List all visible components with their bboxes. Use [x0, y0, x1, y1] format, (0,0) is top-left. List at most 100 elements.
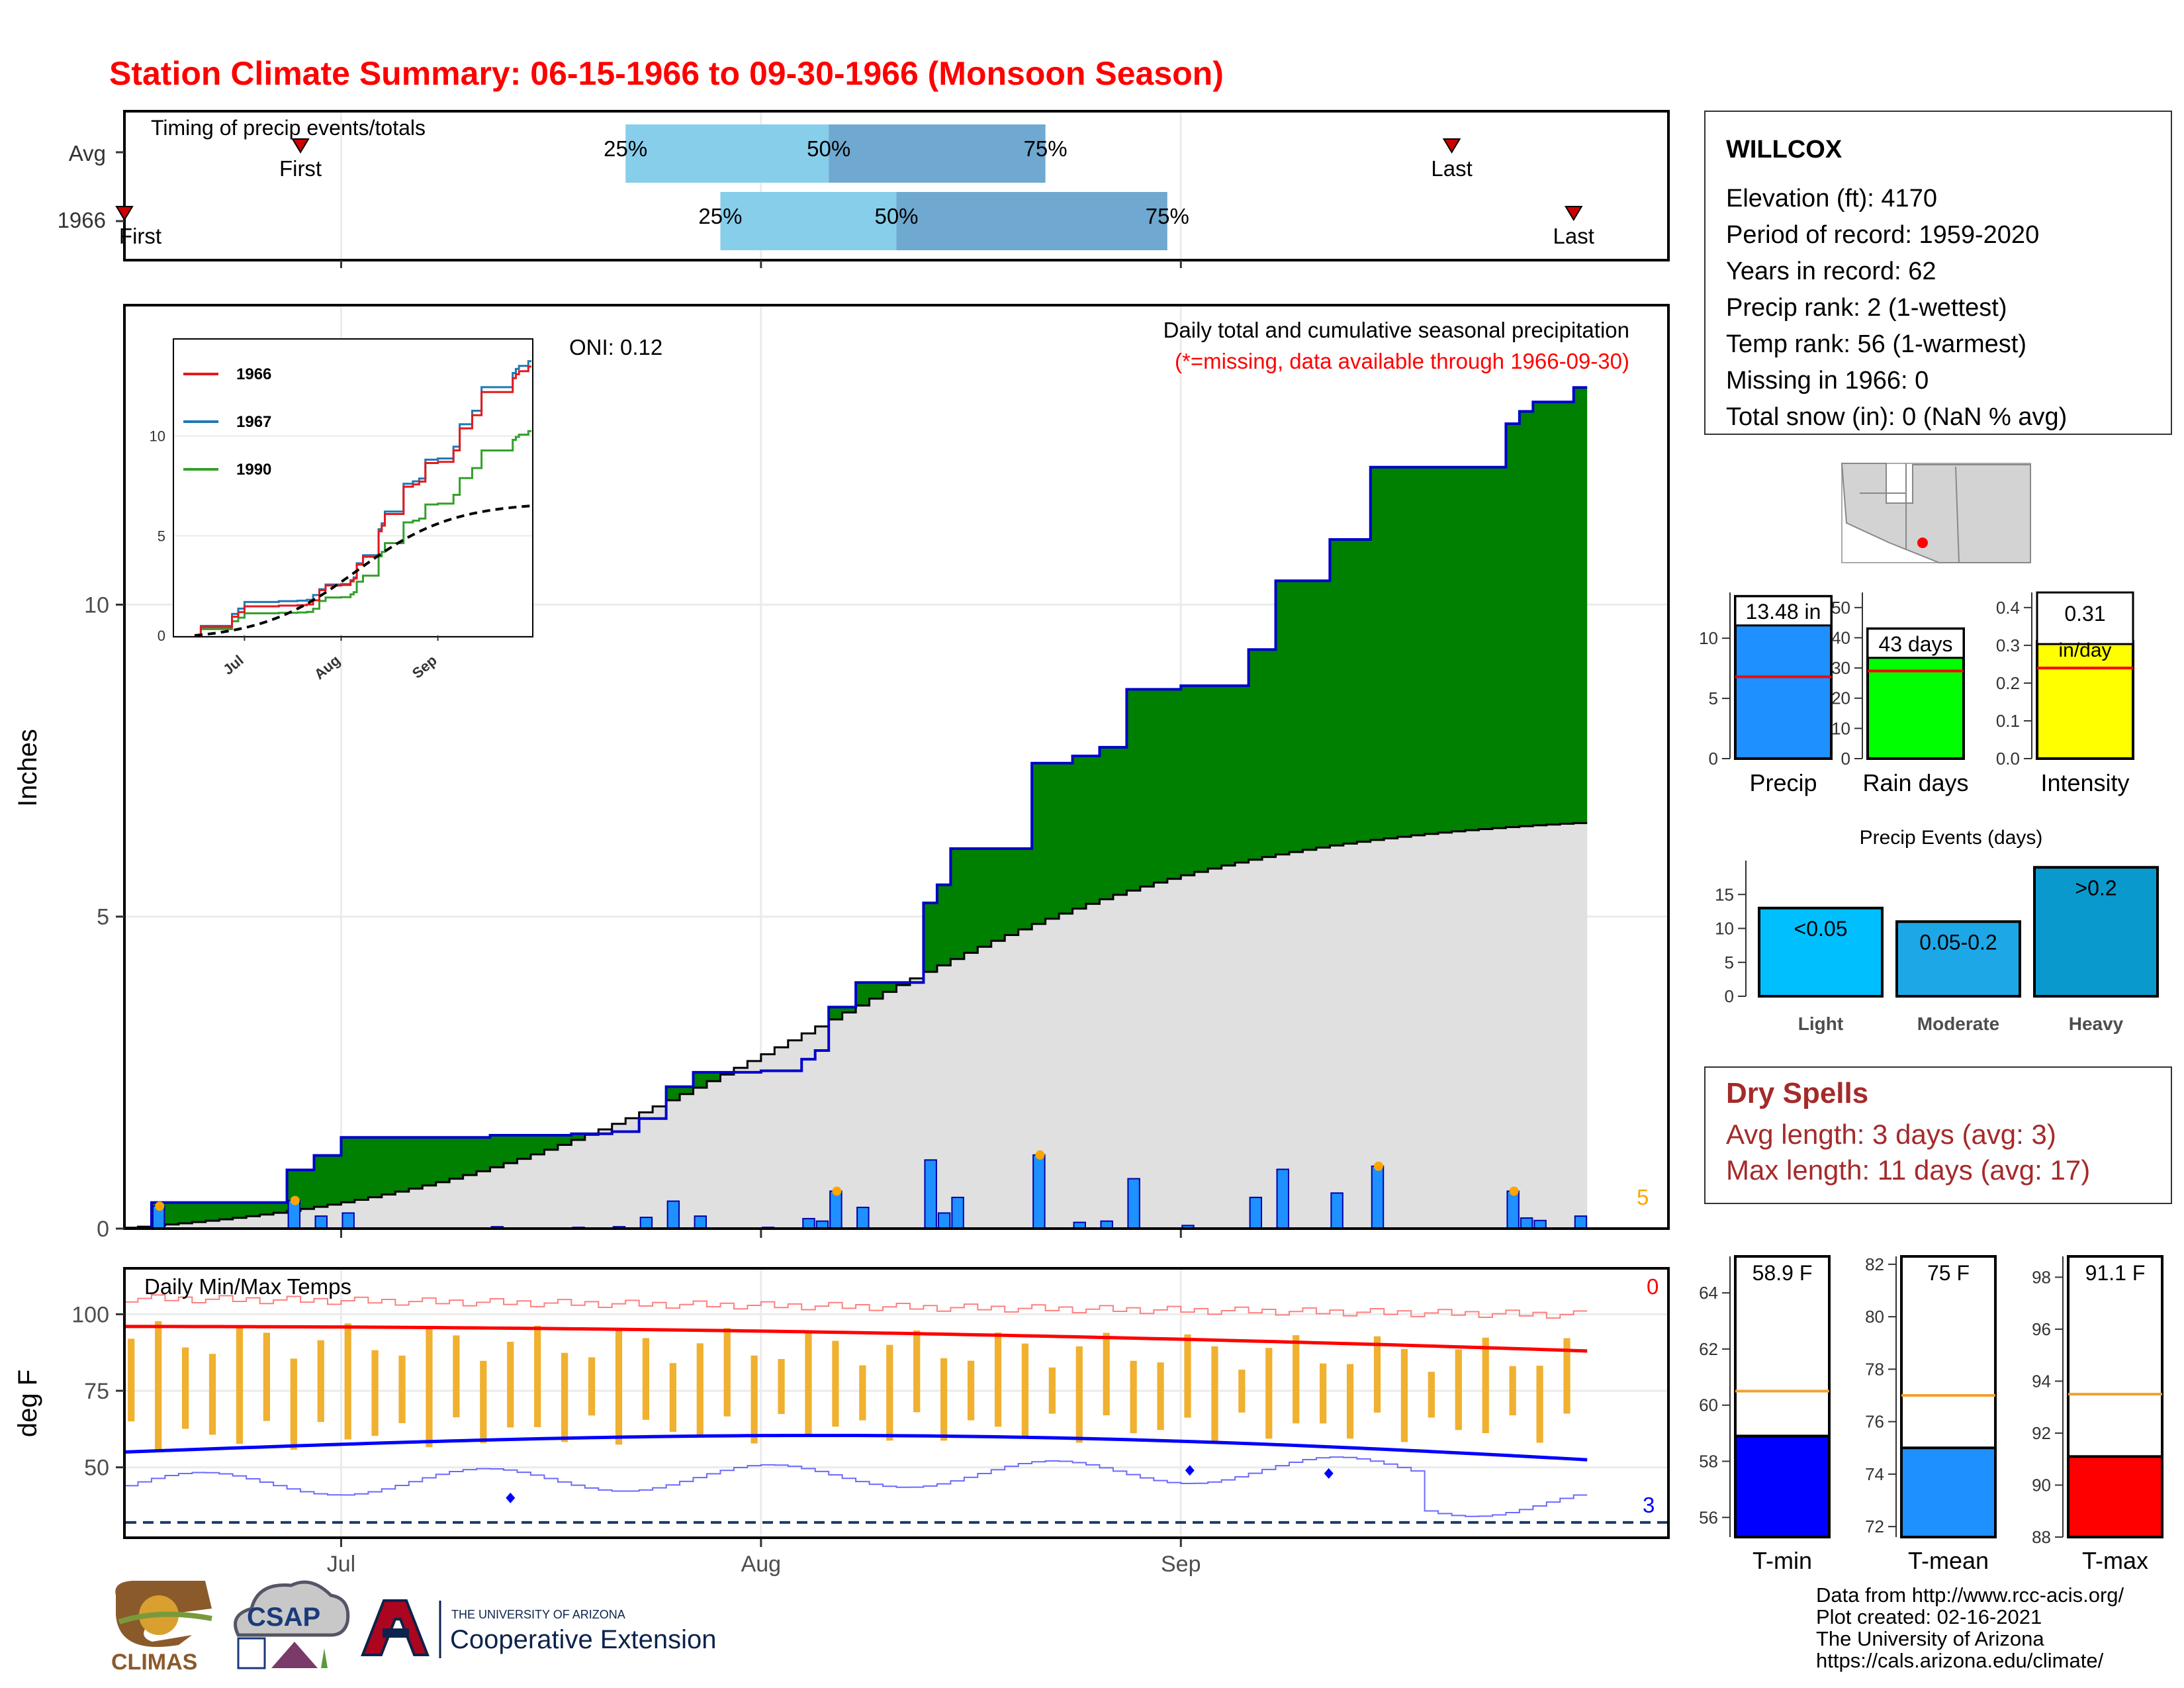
temp-bar-y-tick-label: 58 [1699, 1452, 1718, 1472]
small-bar-y-tick-label: 0.3 [1996, 635, 2020, 655]
temp-bar-value-label: 75 F [1927, 1261, 1970, 1285]
small-bar-y-tick-label: 10 [1699, 628, 1718, 648]
station-line: Temp rank: 56 (1-warmest) [1726, 330, 2026, 358]
oni-label: ONI: 0.12 [569, 335, 662, 359]
daily-precip-bar [639, 1217, 653, 1230]
timing-label-q50: 50% [874, 204, 918, 228]
timing-label-q75: 75% [1024, 136, 1068, 161]
temp-bar-y-tick-label: 56 [1699, 1507, 1718, 1527]
daily-temp-range-bar [561, 1352, 569, 1442]
daily-temp-range-bar [398, 1355, 406, 1423]
events-y-tick-label: 15 [1715, 884, 1734, 904]
daily-temp-range-bar [128, 1338, 135, 1422]
precip-events-chart: Precip Events (days) 0 5 10 15 <0.05 Light 0.0… [1715, 827, 2159, 1034]
temp-bar-y-tick-label: 72 [1865, 1517, 1884, 1536]
temp-bar-y-tick-label: 74 [1865, 1464, 1884, 1484]
daily-temp-range-bar [155, 1321, 162, 1450]
daily-temp-range-bar [1157, 1362, 1164, 1430]
extreme-precip-marker [1509, 1186, 1519, 1196]
daily-temp-range-bar [1563, 1338, 1570, 1414]
daily-precip-bar [1249, 1196, 1263, 1229]
temp-count-top: 0 [1647, 1274, 1659, 1299]
daily-precip-bar [802, 1217, 815, 1230]
dry-spells-title: Dry Spells [1726, 1077, 1868, 1109]
daily-precip-bar [1276, 1168, 1289, 1229]
event-bar-name: Heavy [2069, 1013, 2124, 1034]
daily-temp-range-bar [615, 1329, 623, 1445]
daily-precip-bar [1520, 1217, 1533, 1229]
daily-temp-range-bar [1265, 1348, 1273, 1439]
credits: Data from http://www.rcc-acis.org/ Plot … [1816, 1583, 2124, 1672]
event-bar-moderate [1895, 920, 2021, 998]
timing-label-first: First [119, 224, 161, 248]
timing-bar-q50-q75 [896, 192, 1167, 250]
credit-line: https://cals.arizona.edu/climate/ [1816, 1649, 2104, 1672]
temp-bar-y-tick-label: 62 [1699, 1339, 1718, 1359]
small-bar-intensity [2036, 640, 2134, 761]
event-bar-light [1758, 906, 1884, 998]
daily-precip-bar [314, 1215, 328, 1230]
climas-logo-text: CLIMAS [111, 1650, 197, 1675]
timing-row-label-1966: 1966 [58, 208, 106, 232]
small-bar-y-tick-label: 40 [1831, 628, 1850, 647]
temp-bar-t-max [2067, 1455, 2163, 1539]
daily-precip-bar [1574, 1215, 1588, 1230]
daily-precip-bar [341, 1212, 355, 1229]
last-event-marker [1442, 138, 1461, 154]
daily-temp-range-bar [696, 1343, 704, 1435]
small-bar-value-label: 13.48 in [1746, 600, 1821, 624]
daily-precip-bar [694, 1215, 707, 1230]
station-location-marker [1917, 538, 1928, 548]
inset-line-1967 [195, 360, 531, 637]
timing-label-q75: 75% [1146, 204, 1189, 228]
temp-bar-y-tick-label: 96 [2032, 1319, 2051, 1339]
dry-spells-box: Dry Spells Avg length: 3 days (avg: 3) M… [1704, 1066, 2172, 1204]
temp-x-tick-label: Sep [1161, 1552, 1201, 1577]
timing-label-q25: 25% [698, 204, 742, 228]
precip-panel-title: Daily total and cumulative seasonal prec… [1163, 318, 1629, 342]
daily-temp-range-bar [1346, 1364, 1354, 1439]
daily-temp-range-bar [371, 1350, 379, 1436]
temp-bar-t-min [1734, 1434, 1831, 1539]
temp-y-tick-label: 100 [71, 1302, 109, 1327]
temp-bar-y-tick-label: 92 [2032, 1423, 2051, 1443]
daily-temp-range-bar [940, 1358, 948, 1441]
small-bar-y-tick-label: 50 [1831, 598, 1850, 618]
dry-spells-avg: Avg length: 3 days (avg: 3) [1726, 1119, 2056, 1150]
temp-bar-y-tick-label: 64 [1699, 1283, 1718, 1303]
event-bar-value-label: <0.05 [1794, 917, 1848, 941]
csap-logo: CSAP [234, 1580, 350, 1669]
temperature-summary-bars: 56 58 60 62 64 58.9 F T-min 72 74 76 78 80 82 75 F T-m… [1699, 1254, 2163, 1574]
station-line: Total snow (in): 0 (NaN % avg) [1726, 403, 2067, 431]
daily-temp-range-bar [1103, 1333, 1110, 1416]
temp-bar-value-label: 58.9 F [1752, 1261, 1813, 1285]
daily-precip-bar [937, 1212, 951, 1229]
record-min-line [124, 1456, 1588, 1517]
daily-precip-bar [856, 1206, 870, 1230]
event-bar-value-label: >0.2 [2075, 876, 2116, 900]
extreme-precip-marker [290, 1196, 300, 1205]
daily-temp-range-bar [426, 1327, 433, 1448]
small-bar-y-tick-label: 20 [1831, 688, 1850, 708]
first-event-marker [291, 138, 310, 154]
event-bar-name: Moderate [1917, 1013, 1999, 1034]
above-avg-precip-area [124, 387, 1588, 1229]
avg-cumulative-area [124, 823, 1588, 1229]
station-line: Period of record: 1959-2020 [1726, 221, 2039, 249]
record-low-marker [1185, 1465, 1195, 1476]
small-bar-value-label: 0.31 [2064, 602, 2105, 626]
daily-temp-range-bar [1428, 1372, 1435, 1418]
precip-y-tick-label: 0 [97, 1217, 109, 1242]
station-info-box: WILLCOX Elevation (ft): 4170 Period of r… [1704, 111, 2172, 435]
daily-temp-range-bar [263, 1333, 270, 1421]
daily-temp-range-bar [1048, 1367, 1056, 1414]
daily-precip-bar [666, 1200, 680, 1229]
daily-precip-bar [924, 1159, 937, 1230]
temp-x-tick-label: Aug [741, 1552, 782, 1577]
daily-temp-range-bar [859, 1365, 866, 1421]
daily-precip-bar [1506, 1190, 1520, 1229]
csap-logo-text: CSAP [247, 1603, 320, 1632]
daily-temp-range-bar [751, 1355, 758, 1444]
credit-line: The University of Arizona [1816, 1627, 2044, 1650]
